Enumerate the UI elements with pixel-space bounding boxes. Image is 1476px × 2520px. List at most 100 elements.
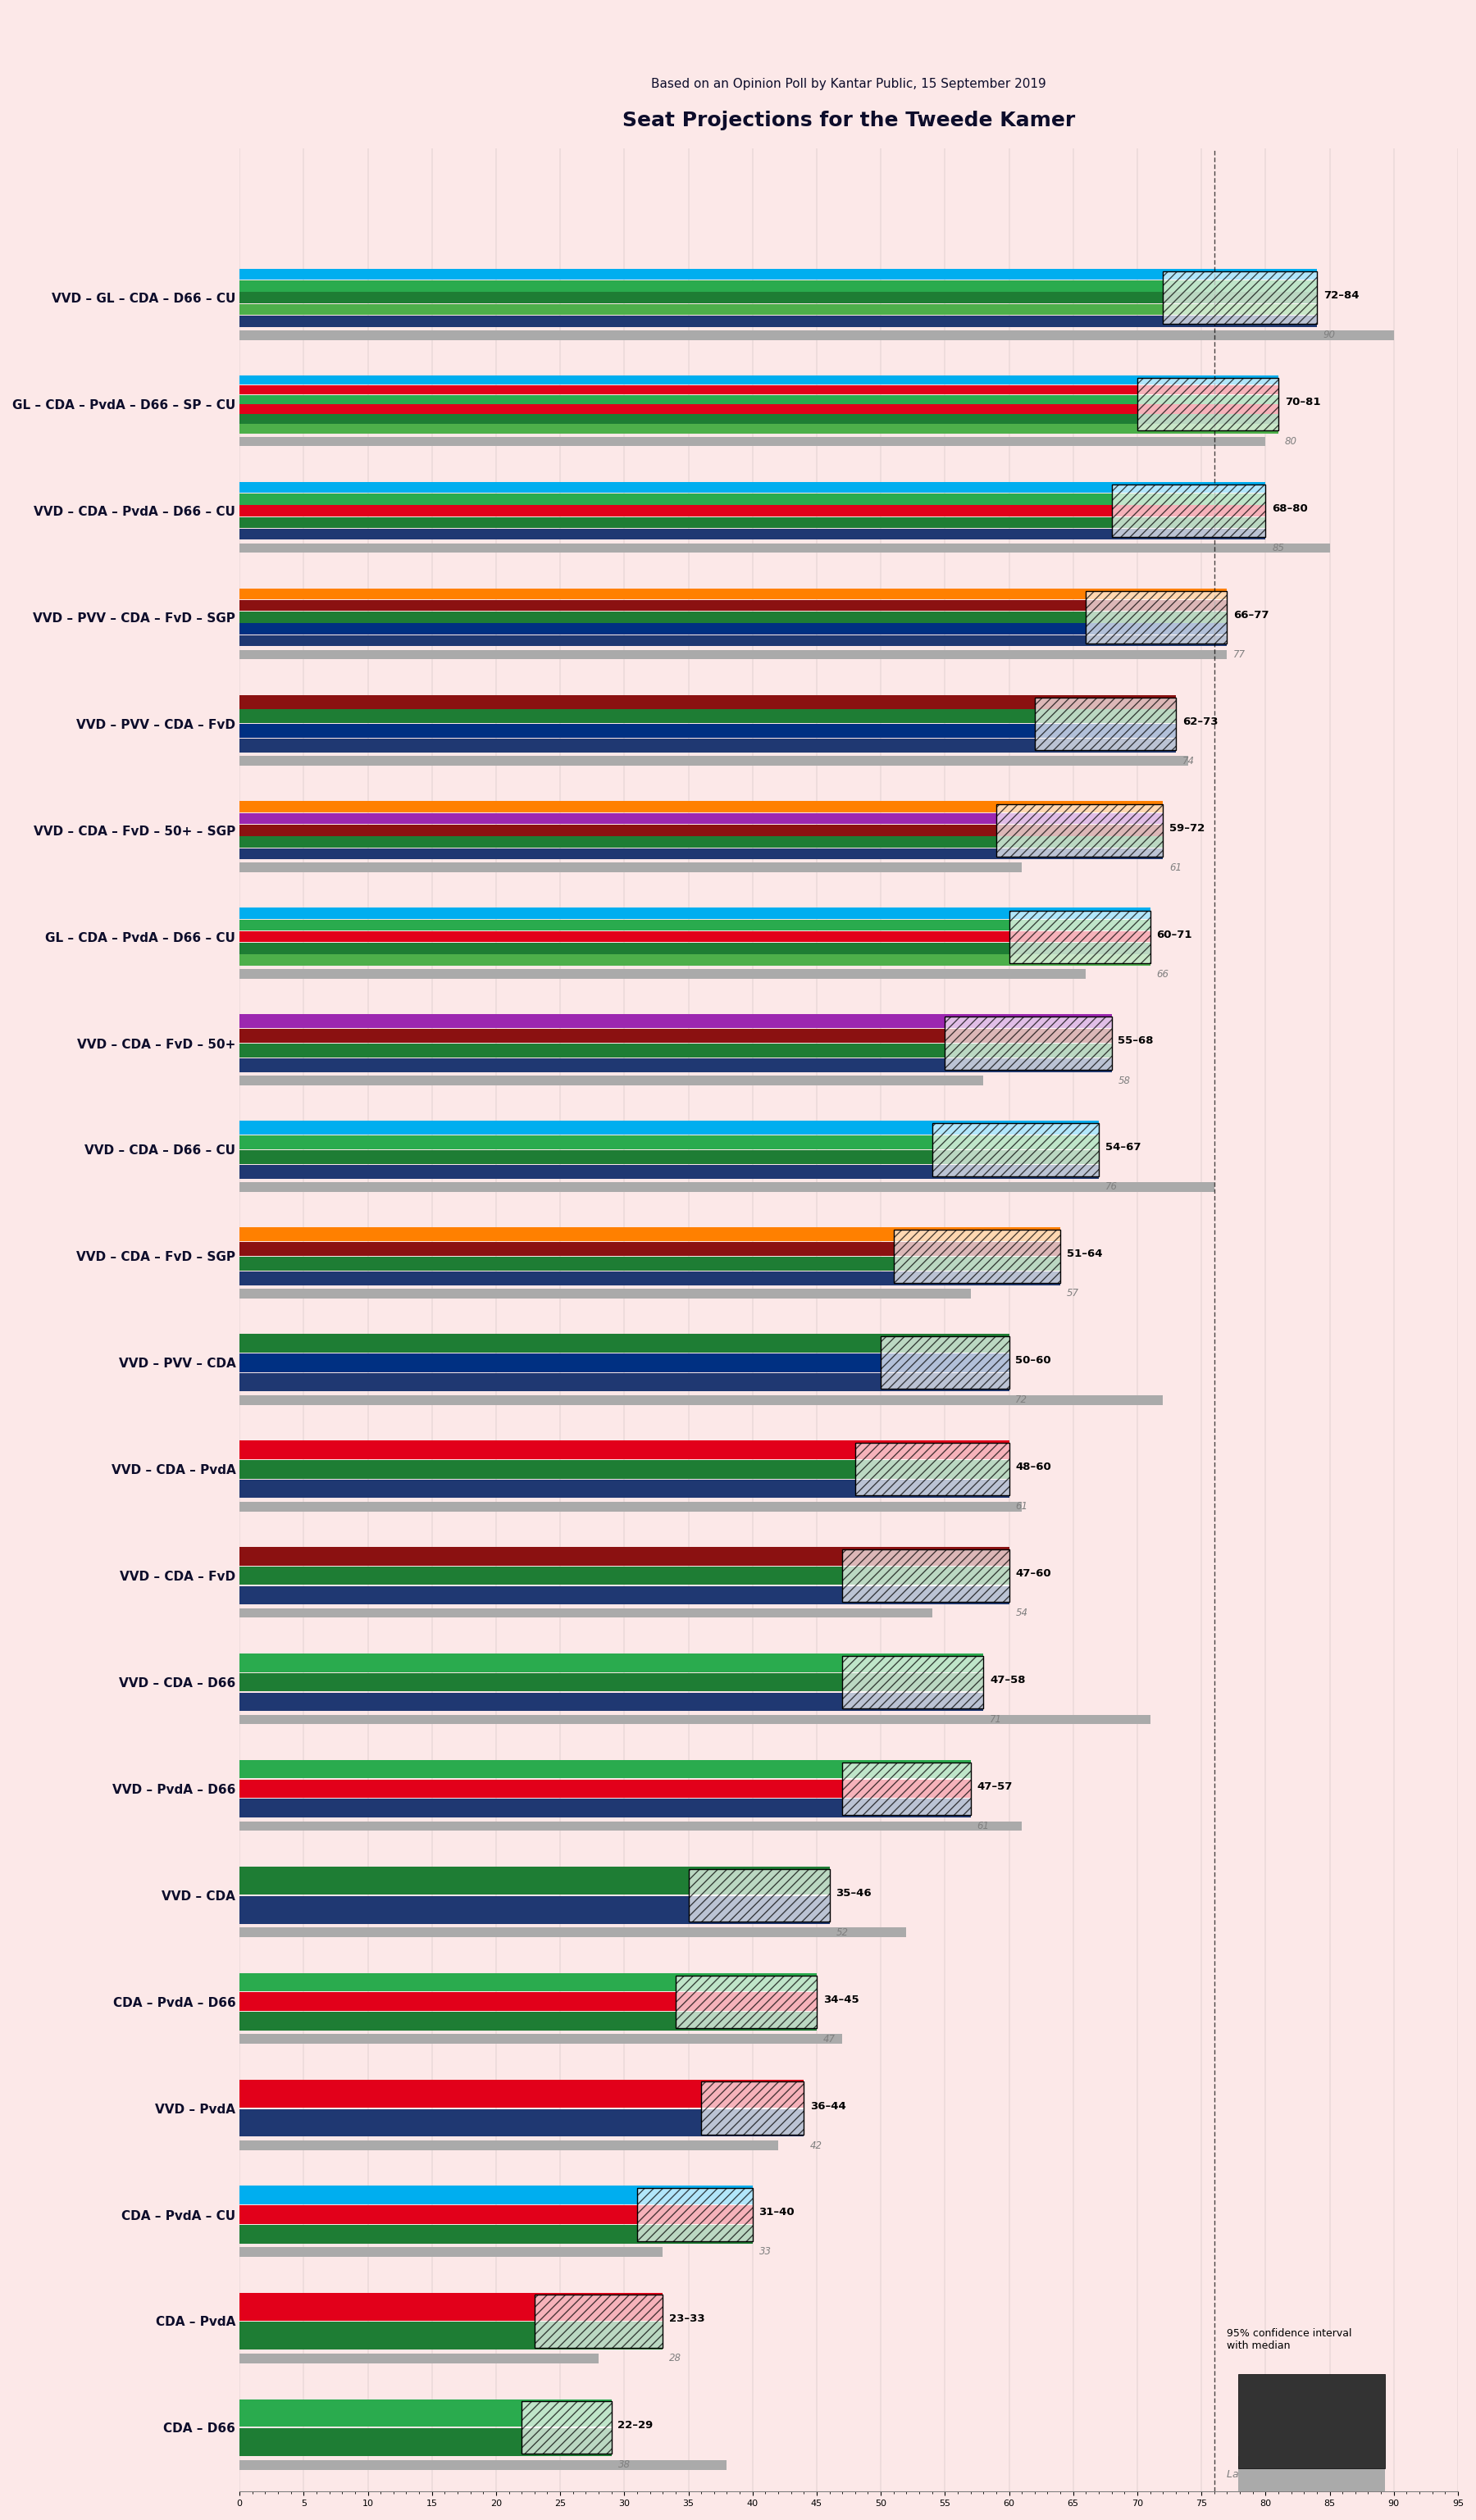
Text: 28: 28 — [669, 2354, 682, 2364]
Bar — [239, 2079, 804, 2107]
Text: 34–45: 34–45 — [824, 1993, 859, 2006]
Bar — [239, 292, 1317, 302]
Bar — [239, 280, 1317, 292]
Bar — [239, 544, 1330, 552]
Bar — [239, 396, 1278, 403]
Bar — [239, 517, 1265, 529]
Text: 72–84: 72–84 — [1324, 290, 1359, 300]
Bar — [239, 2460, 726, 2470]
Bar — [239, 305, 1317, 315]
Text: 22–29: 22–29 — [618, 2419, 654, 2432]
Text: 51–64: 51–64 — [1067, 1250, 1103, 1260]
Bar — [239, 1016, 1111, 1028]
Text: 61: 61 — [977, 1819, 989, 1832]
Bar — [239, 711, 1176, 723]
Bar — [239, 942, 1150, 955]
FancyBboxPatch shape — [1111, 484, 1265, 537]
FancyBboxPatch shape — [1035, 698, 1176, 751]
Bar — [239, 1714, 1150, 1724]
Bar — [239, 1653, 983, 1671]
Bar — [239, 1693, 983, 1711]
Text: 47: 47 — [824, 2034, 835, 2044]
Bar — [239, 1058, 1111, 1071]
Bar — [239, 330, 1393, 340]
Text: 66: 66 — [1157, 968, 1169, 980]
Bar — [239, 2429, 611, 2457]
Title: Seat Projections for the Tweede Kamer: Seat Projections for the Tweede Kamer — [623, 111, 1075, 131]
Bar — [239, 849, 1163, 859]
Bar — [239, 1459, 1010, 1479]
Bar — [239, 1585, 1010, 1605]
FancyBboxPatch shape — [638, 2187, 753, 2240]
Bar — [239, 1567, 1010, 1585]
Bar — [239, 1257, 1060, 1270]
Text: 90: 90 — [1324, 330, 1336, 340]
Bar — [239, 756, 1188, 766]
Bar — [239, 2225, 753, 2243]
FancyBboxPatch shape — [945, 1018, 1111, 1068]
Bar — [239, 2034, 843, 2044]
Text: 66–77: 66–77 — [1234, 610, 1269, 620]
Text: 54: 54 — [1015, 1608, 1027, 1618]
Bar — [239, 600, 1227, 612]
Text: 76: 76 — [1106, 1182, 1117, 1192]
Text: 71: 71 — [990, 1714, 1002, 1724]
FancyBboxPatch shape — [1238, 2374, 1384, 2467]
Bar — [239, 1242, 1060, 1255]
Bar — [239, 413, 1278, 423]
Bar — [239, 837, 1163, 847]
Text: 38: 38 — [618, 2460, 630, 2470]
FancyBboxPatch shape — [843, 1761, 971, 1814]
Text: 59–72: 59–72 — [1169, 824, 1204, 834]
Bar — [239, 406, 1278, 413]
Text: 42: 42 — [810, 2139, 822, 2150]
Bar — [239, 622, 1227, 635]
Bar — [239, 1227, 1060, 1242]
Bar — [239, 423, 1278, 433]
Text: 62–73: 62–73 — [1182, 716, 1218, 726]
FancyBboxPatch shape — [521, 2402, 611, 2454]
FancyBboxPatch shape — [701, 2082, 804, 2134]
Bar — [239, 970, 1086, 978]
Bar — [239, 862, 1021, 872]
Text: Last result: Last result — [1227, 2470, 1280, 2480]
Bar — [239, 1137, 1098, 1149]
FancyBboxPatch shape — [843, 1656, 983, 1709]
Bar — [239, 1547, 1010, 1565]
Bar — [239, 270, 1317, 280]
FancyBboxPatch shape — [1086, 590, 1227, 643]
Bar — [239, 2185, 753, 2205]
Text: 85: 85 — [1272, 542, 1284, 554]
Bar — [239, 1822, 1021, 1830]
Bar — [239, 2293, 663, 2321]
FancyBboxPatch shape — [1238, 2457, 1384, 2492]
Bar — [239, 1353, 1010, 1371]
Bar — [239, 2248, 663, 2258]
Bar — [239, 315, 1317, 328]
Text: 80: 80 — [1284, 436, 1297, 446]
Text: 57: 57 — [1067, 1288, 1079, 1298]
Bar — [239, 1479, 1010, 1497]
Text: 74: 74 — [1182, 756, 1194, 766]
Bar — [239, 1928, 906, 1938]
Bar — [239, 2109, 804, 2137]
Bar — [239, 529, 1265, 539]
Bar — [239, 504, 1265, 517]
Bar — [239, 481, 1265, 494]
Bar — [239, 1895, 830, 1923]
Bar — [239, 1673, 983, 1691]
Bar — [239, 955, 1150, 965]
Bar — [239, 635, 1227, 645]
Bar — [239, 1121, 1098, 1134]
FancyBboxPatch shape — [843, 1550, 1010, 1603]
Bar — [239, 696, 1176, 708]
Bar — [239, 494, 1265, 504]
FancyBboxPatch shape — [1163, 272, 1317, 325]
Bar — [239, 1396, 1163, 1404]
FancyBboxPatch shape — [688, 1870, 830, 1923]
Text: 50–60: 50–60 — [1015, 1356, 1051, 1366]
Bar — [239, 1867, 830, 1895]
Text: 47–57: 47–57 — [977, 1782, 1013, 1792]
Text: 55–68: 55–68 — [1117, 1036, 1154, 1046]
Bar — [239, 1043, 1111, 1058]
